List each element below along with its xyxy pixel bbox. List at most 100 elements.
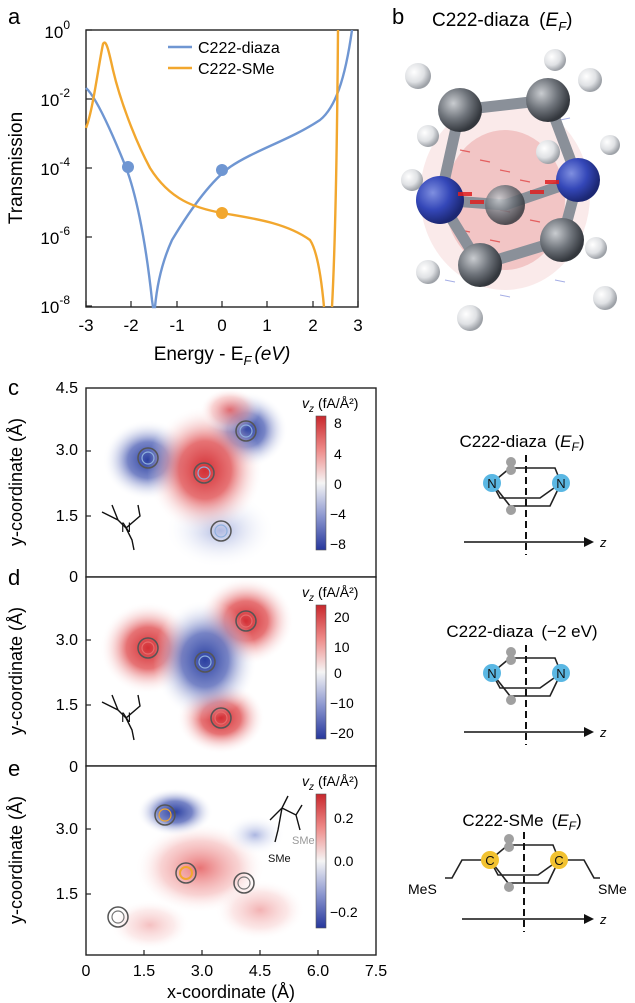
panel-label-c: c [8,375,19,400]
colorbar-d: vz (fA/Å²) 20 10 0 −10 −20 [302,584,358,741]
svg-text:0: 0 [69,759,78,776]
svg-text:4.5: 4.5 [249,963,271,980]
svg-text:z: z [599,912,607,927]
svg-text:SMe: SMe [268,853,291,865]
legend-sme: C222-SMe [198,61,275,78]
ytick-labels-a: 100 10-2 10-4 10-6 10-8 [40,18,70,317]
svg-text:4: 4 [334,446,342,462]
svg-text:10-6: 10-6 [40,224,70,248]
nitrogen-atoms [416,158,600,224]
heatmap-e [86,766,376,955]
schematic-e-title: C222-SMe (EF) [462,811,581,833]
svg-text:−20: −20 [330,725,354,741]
svg-text:0: 0 [82,963,91,980]
ylabel-a: Transmission [6,112,27,224]
panel-label-a: a [8,4,21,29]
marker-sme-0 [216,207,228,219]
svg-text:1.5: 1.5 [56,886,78,903]
svg-text:C: C [485,853,494,868]
svg-text:MeS: MeS [408,881,437,897]
svg-text:N: N [121,519,131,535]
xlabel-maps: x-coordinate (Å) [167,982,295,1002]
panel-b-title: C222-diaza (EF) [432,10,572,34]
schematic-c: C222-diaza (EF) N N z [460,432,607,555]
xtick-labels-a: -3 -2 -1 0 1 2 3 [78,316,362,335]
xtick-labels-e: 0 1.5 3.0 4.5 6.0 7.5 [82,963,388,980]
panel-c: c N 4.5 3.0 1.5 0 [8,375,377,586]
svg-text:3.0: 3.0 [56,821,78,838]
svg-text:-3: -3 [78,316,93,335]
yticks-c [86,450,91,517]
marker-diaza-minus2 [122,161,134,173]
colorbar-e-ticks: 0.2 0.0 −0.2 [330,810,358,920]
svg-text:6.0: 6.0 [307,963,329,980]
svg-text:N: N [556,476,565,491]
svg-text:−0.2: −0.2 [330,904,358,920]
svg-text:2: 2 [308,316,317,335]
panel-e: e SMe SMe 3.0 1.5 [8,756,387,1002]
colorbar-e-label: vz (fA/Å²) [302,773,358,793]
yticks-a [86,29,92,307]
svg-text:z: z [599,725,607,740]
svg-text:N: N [556,666,565,681]
panel-label-d: d [8,565,20,590]
colorbar-e: vz (fA/Å²) 0.2 0.0 −0.2 [302,773,358,929]
svg-text:1.5: 1.5 [56,508,78,525]
yticks-d [86,639,91,706]
svg-text:3.0: 3.0 [56,442,78,459]
colorbar-c-label: vz (fA/Å²) [302,395,358,415]
svg-text:10-8: 10-8 [40,293,70,317]
heatmap-d [86,577,376,766]
svg-text:0.0: 0.0 [334,853,354,869]
svg-text:1.5: 1.5 [56,697,78,714]
svg-text:0: 0 [69,569,78,586]
molecule-3d [401,49,620,331]
panel-label-b: b [392,4,404,29]
svg-text:1: 1 [262,316,271,335]
heatmap-c [86,388,376,577]
inset-structure-c: N [101,504,141,551]
panel-a: a 100 10-2 10-4 10-6 10-8 [6,4,363,368]
svg-text:−10: −10 [330,695,354,711]
svg-text:-1: -1 [169,316,184,335]
svg-text:C: C [554,853,563,868]
svg-text:0: 0 [217,316,226,335]
inset-structure-e: SMe SMe [268,795,315,865]
schematic-d: C222-diaza (−2 eV) N N z [446,622,607,745]
xticks-a [85,301,359,307]
plot-frame-e [85,765,377,956]
ytick-labels-e: 3.0 1.5 [56,821,78,903]
legend-diaza: C222-diaza [198,40,280,57]
carbon-atoms [438,78,584,287]
svg-text:−8: −8 [330,536,346,552]
curve-c222-sme [84,29,340,308]
svg-text:N: N [487,666,496,681]
svg-text:0: 0 [334,665,342,681]
ytick-labels-d: 3.0 1.5 0 [56,632,78,776]
ylabel-d: y-coordinate (Å) [6,607,26,735]
ylabel-e: y-coordinate (Å) [6,796,26,924]
xticks-e [143,950,319,955]
panel-label-e: e [8,756,20,781]
svg-text:0.2: 0.2 [334,810,354,826]
svg-text:SMe: SMe [292,835,315,847]
svg-text:-2: -2 [123,316,138,335]
panel-b: b C222-diaza (EF) [392,4,620,331]
ytick-labels-c: 4.5 3.0 1.5 0 [56,380,78,586]
xlabel-a: Energy - EF (eV) [154,344,291,368]
ylabel-c: y-coordinate (Å) [6,418,26,546]
svg-text:−4: −4 [330,506,346,522]
svg-text:10-2: 10-2 [40,86,70,110]
svg-text:z: z [599,535,607,550]
legend-a: C222-diaza C222-SMe [168,40,280,78]
colorbar-c: vz (fA/Å²) 8 4 0 −4 −8 [302,395,358,552]
schematic-c-title: C222-diaza (EF) [460,432,585,454]
svg-text:N: N [121,709,131,725]
svg-text:SMe: SMe [598,881,627,897]
svg-text:10: 10 [334,639,350,655]
svg-text:N: N [487,476,496,491]
curve-c222-diaza [85,29,354,309]
schematic-e: C222-SMe (EF) C C MeS SMe z [408,811,627,932]
svg-text:1.5: 1.5 [133,963,155,980]
